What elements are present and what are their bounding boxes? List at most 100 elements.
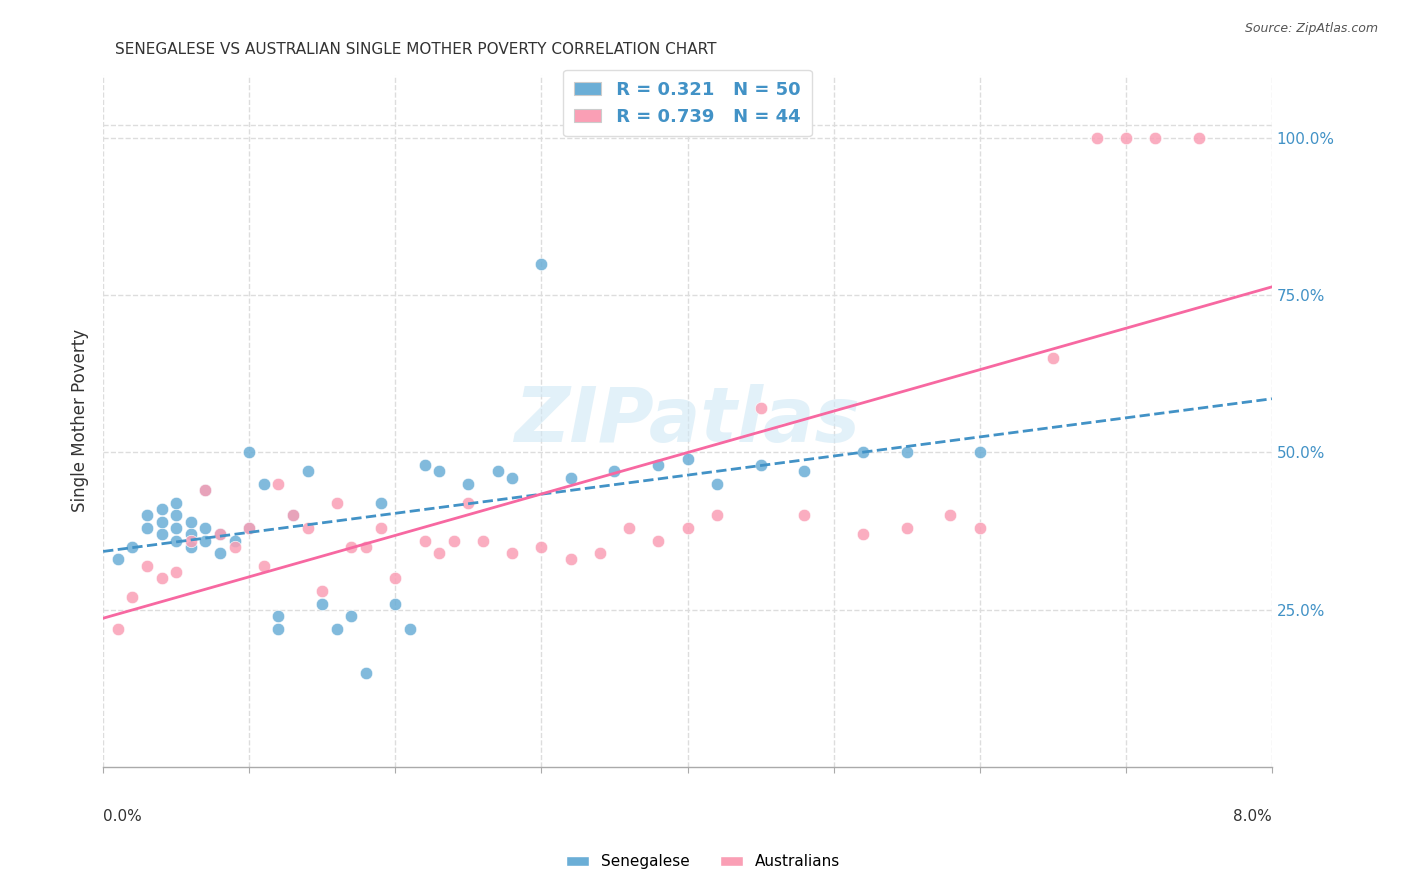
- Point: [150, 502, 173, 516]
- Point: [354, 665, 377, 680]
- Point: [457, 496, 479, 510]
- Point: [384, 597, 406, 611]
- Point: [180, 540, 202, 554]
- Point: [165, 521, 187, 535]
- Point: [676, 521, 699, 535]
- Point: [107, 622, 129, 636]
- Point: [501, 546, 523, 560]
- Text: ZIPatlas: ZIPatlas: [515, 384, 860, 458]
- Point: [180, 515, 202, 529]
- Point: [165, 496, 187, 510]
- Point: [560, 552, 582, 566]
- Point: [281, 508, 304, 523]
- Point: [896, 445, 918, 459]
- Point: [194, 483, 217, 498]
- Point: [706, 508, 728, 523]
- Point: [194, 521, 217, 535]
- Text: SENEGALESE VS AUSTRALIAN SINGLE MOTHER POVERTY CORRELATION CHART: SENEGALESE VS AUSTRALIAN SINGLE MOTHER P…: [115, 42, 716, 57]
- Point: [121, 540, 143, 554]
- Point: [180, 527, 202, 541]
- Point: [384, 571, 406, 585]
- Point: [311, 584, 333, 599]
- Point: [749, 401, 772, 416]
- Point: [1115, 130, 1137, 145]
- Point: [340, 609, 363, 624]
- Point: [340, 540, 363, 554]
- Point: [969, 521, 991, 535]
- Point: [896, 521, 918, 535]
- Point: [253, 476, 276, 491]
- Point: [603, 464, 626, 478]
- Point: [224, 540, 246, 554]
- Point: [165, 565, 187, 579]
- Point: [107, 552, 129, 566]
- Point: [647, 533, 669, 548]
- Point: [501, 470, 523, 484]
- Point: [354, 540, 377, 554]
- Point: [165, 533, 187, 548]
- Point: [589, 546, 612, 560]
- Point: [281, 508, 304, 523]
- Point: [224, 533, 246, 548]
- Point: [530, 256, 553, 270]
- Y-axis label: Single Mother Poverty: Single Mother Poverty: [72, 329, 89, 513]
- Point: [617, 521, 640, 535]
- Point: [238, 521, 260, 535]
- Point: [443, 533, 465, 548]
- Point: [457, 476, 479, 491]
- Point: [399, 622, 422, 636]
- Point: [852, 527, 875, 541]
- Point: [208, 527, 231, 541]
- Point: [472, 533, 495, 548]
- Point: [194, 533, 217, 548]
- Point: [370, 496, 392, 510]
- Point: [238, 521, 260, 535]
- Point: [208, 546, 231, 560]
- Legend: Senegalese, Australians: Senegalese, Australians: [560, 848, 846, 875]
- Point: [1143, 130, 1166, 145]
- Point: [969, 445, 991, 459]
- Point: [413, 458, 436, 472]
- Point: [326, 622, 349, 636]
- Legend:  R = 0.321   N = 50,  R = 0.739   N = 44: R = 0.321 N = 50, R = 0.739 N = 44: [564, 70, 811, 136]
- Point: [793, 508, 815, 523]
- Point: [427, 546, 450, 560]
- Point: [253, 558, 276, 573]
- Point: [267, 609, 290, 624]
- Point: [136, 558, 159, 573]
- Point: [647, 458, 669, 472]
- Point: [793, 464, 815, 478]
- Point: [150, 527, 173, 541]
- Point: [530, 540, 553, 554]
- Point: [136, 508, 159, 523]
- Point: [1042, 351, 1064, 365]
- Point: [1085, 130, 1108, 145]
- Text: 0.0%: 0.0%: [103, 809, 142, 824]
- Point: [297, 521, 319, 535]
- Point: [267, 476, 290, 491]
- Point: [413, 533, 436, 548]
- Point: [180, 533, 202, 548]
- Point: [1188, 130, 1211, 145]
- Point: [150, 515, 173, 529]
- Point: [208, 527, 231, 541]
- Point: [311, 597, 333, 611]
- Point: [267, 622, 290, 636]
- Point: [749, 458, 772, 472]
- Text: Source: ZipAtlas.com: Source: ZipAtlas.com: [1244, 22, 1378, 36]
- Point: [297, 464, 319, 478]
- Point: [560, 470, 582, 484]
- Point: [165, 508, 187, 523]
- Point: [706, 476, 728, 491]
- Point: [427, 464, 450, 478]
- Point: [676, 451, 699, 466]
- Point: [486, 464, 509, 478]
- Point: [150, 571, 173, 585]
- Point: [939, 508, 962, 523]
- Point: [121, 591, 143, 605]
- Text: 8.0%: 8.0%: [1233, 809, 1272, 824]
- Point: [238, 445, 260, 459]
- Point: [370, 521, 392, 535]
- Point: [326, 496, 349, 510]
- Point: [136, 521, 159, 535]
